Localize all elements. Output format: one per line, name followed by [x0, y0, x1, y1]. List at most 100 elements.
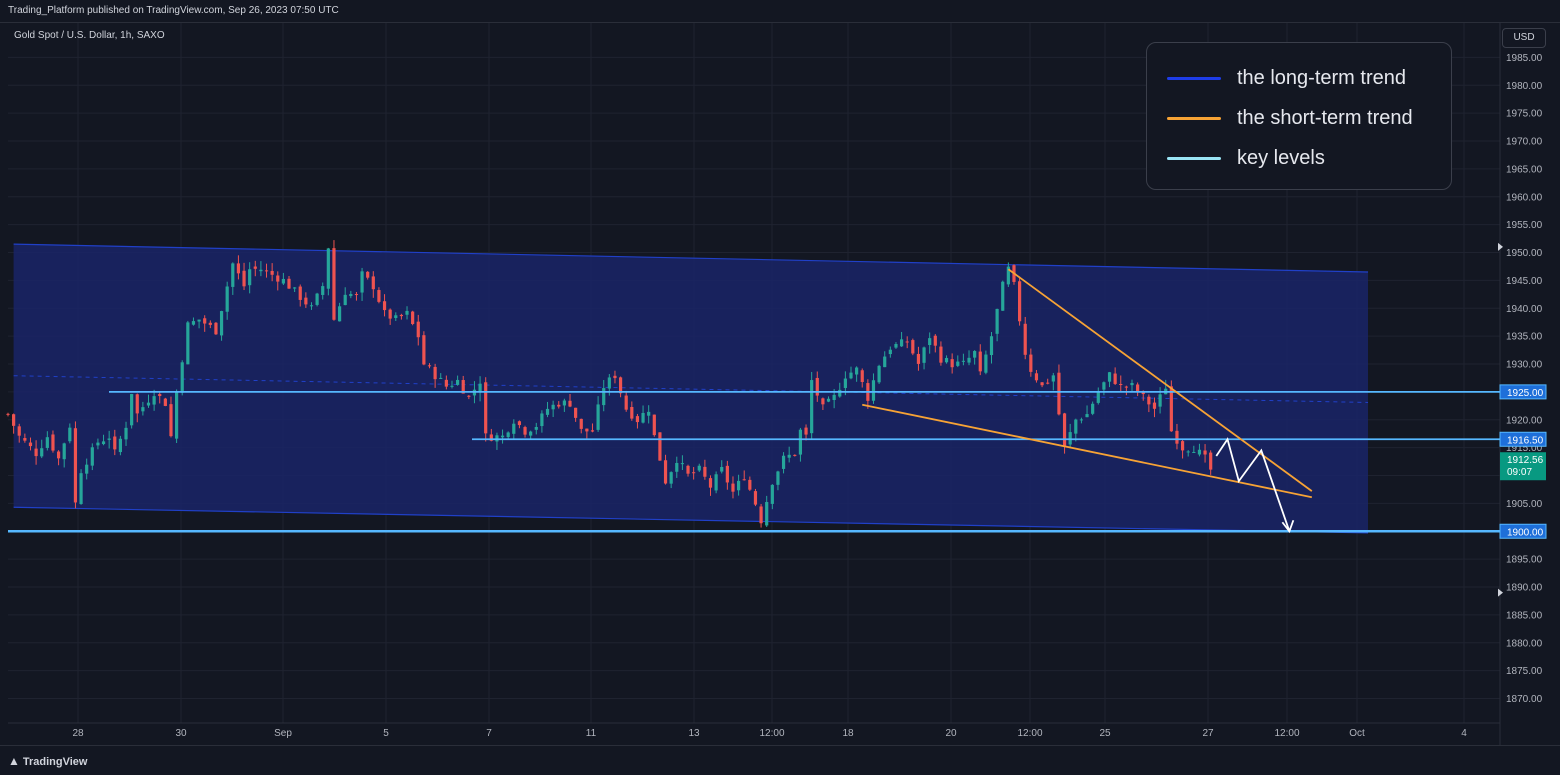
- candle-body: [669, 472, 673, 484]
- publish-info: Trading_Platform published on TradingVie…: [8, 5, 339, 16]
- legend-item-short-term: the short-term trend: [1167, 106, 1413, 130]
- price-tick-label: 1950.00: [1506, 248, 1543, 259]
- axis-marker-icon: [1498, 588, 1503, 597]
- candle-body: [17, 426, 21, 436]
- price-tick-label: 1985.00: [1506, 53, 1543, 64]
- candle-body: [742, 479, 746, 481]
- candle-body: [1130, 382, 1134, 386]
- candle-body: [101, 441, 106, 445]
- candle-body: [652, 414, 656, 436]
- candle-body: [169, 404, 173, 437]
- candle-body: [1079, 419, 1084, 421]
- candle-body: [90, 447, 94, 466]
- last-price-countdown: 09:07: [1507, 467, 1532, 478]
- candle-body: [175, 391, 179, 439]
- candle-body: [770, 484, 774, 504]
- candle-body: [905, 341, 909, 343]
- candle-body: [366, 271, 370, 278]
- candle-body: [1158, 394, 1162, 407]
- candle-body: [1175, 430, 1179, 444]
- time-tick-label: 13: [688, 728, 700, 739]
- candle-body: [270, 270, 274, 275]
- candle-body: [394, 315, 398, 318]
- candle-body: [484, 382, 488, 434]
- candle-body: [1074, 419, 1078, 434]
- channel-upper-edge: [13, 243, 1369, 273]
- candle-body: [40, 448, 44, 457]
- channel-midline: [13, 375, 1369, 403]
- candle-body: [377, 290, 381, 302]
- candle-body: [737, 480, 741, 491]
- time-tick-label: 4: [1461, 728, 1467, 739]
- candle-body: [326, 248, 330, 289]
- channel-lower-edge: [13, 506, 1369, 534]
- time-axis[interactable]: 28 30 Sep 5 7 11 13 12:00 18 20 12:00 25 27 12:00 Oct 4: [8, 722, 1500, 739]
- candle-body: [590, 430, 595, 432]
- candle-body: [663, 460, 668, 484]
- candle-body: [51, 434, 55, 451]
- candle-body: [416, 321, 420, 338]
- candle-body: [883, 356, 887, 368]
- price-tick-label: 1930.00: [1506, 360, 1543, 371]
- candle-body: [939, 346, 943, 363]
- price-axis[interactable]: 1870.00 1875.00 1880.00 1885.00 1890.00 1895.…: [1498, 23, 1560, 745]
- candle-body: [439, 377, 443, 379]
- price-tick-label: 1870.00: [1506, 694, 1543, 705]
- candle-body: [793, 454, 797, 456]
- candle-body: [321, 286, 325, 295]
- time-tick-label: Oct: [1349, 728, 1365, 739]
- tradingview-logo[interactable]: ▲ TradingView: [8, 754, 87, 768]
- candle-body: [399, 314, 403, 317]
- time-tick-label: Sep: [274, 728, 292, 739]
- candle-body: [574, 407, 578, 418]
- candle-body: [821, 398, 825, 405]
- candle-body: [579, 418, 583, 429]
- candle-body: [1186, 451, 1190, 453]
- price-tick-label: 1905.00: [1506, 499, 1543, 510]
- candle-body: [1091, 403, 1095, 414]
- candle-body: [517, 421, 522, 426]
- currency-button[interactable]: USD: [1502, 28, 1546, 48]
- candle-body: [287, 278, 291, 289]
- candle-body: [130, 393, 134, 426]
- price-axis-bg: [1500, 23, 1560, 745]
- candle-body: [231, 263, 235, 287]
- candle-body: [163, 398, 167, 406]
- candle-body: [1192, 451, 1196, 453]
- price-tick-label: 1940.00: [1506, 304, 1543, 315]
- key-level-tag-label: 1916.50: [1507, 435, 1544, 446]
- price-tick-label: 1885.00: [1506, 610, 1543, 621]
- legend-label-long-term: the long-term trend: [1237, 66, 1406, 89]
- time-tick-label: 5: [383, 728, 389, 739]
- candle-body: [191, 321, 196, 325]
- candle-body: [1062, 413, 1067, 446]
- candle-body: [388, 309, 392, 319]
- time-tick-label: 7: [486, 728, 492, 739]
- candle-body: [765, 502, 769, 526]
- candle-body: [1068, 432, 1072, 445]
- candle-body: [1147, 396, 1151, 405]
- candle-body: [467, 395, 471, 397]
- candle-body: [973, 351, 977, 358]
- candle-body: [956, 361, 960, 366]
- candle-body: [843, 378, 847, 388]
- candle-body: [56, 451, 61, 459]
- candle-body: [461, 380, 465, 394]
- time-tick-label: 28: [72, 728, 84, 739]
- candle-body: [337, 306, 342, 322]
- candle-body: [1001, 281, 1005, 311]
- candle-body: [259, 269, 263, 272]
- short-trend-lower: [862, 403, 1313, 499]
- projection-line: [1215, 437, 1291, 532]
- candle-body: [1085, 414, 1089, 418]
- candle-body: [113, 436, 117, 450]
- candle-body: [692, 472, 696, 474]
- price-tick-label: 1880.00: [1506, 638, 1543, 649]
- candle-body: [332, 248, 336, 320]
- candle-body: [540, 413, 544, 427]
- candle-body: [1209, 452, 1213, 470]
- candle-body: [568, 400, 572, 407]
- symbol-title: Gold Spot / U.S. Dollar, 1h, SAXO: [14, 30, 165, 41]
- price-tick-label: 1895.00: [1506, 555, 1543, 566]
